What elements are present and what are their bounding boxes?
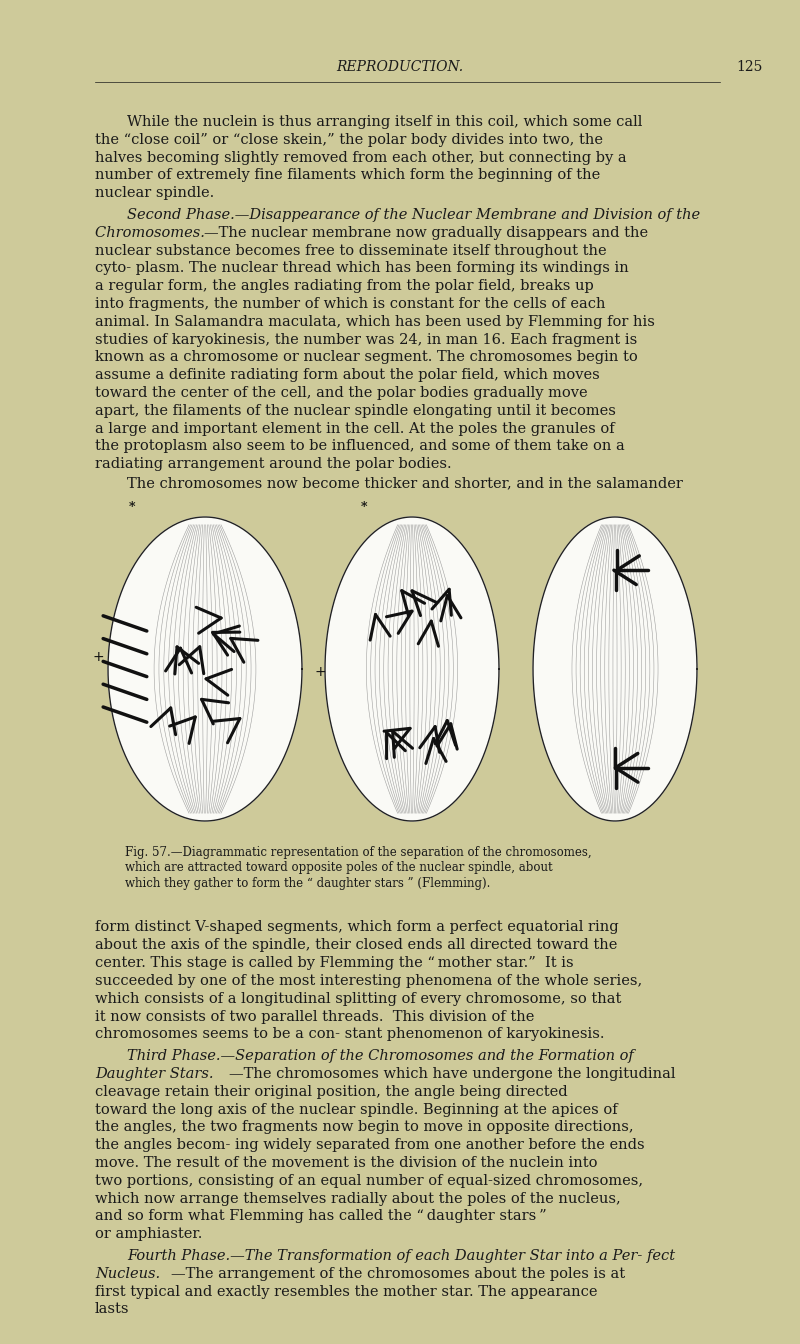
Text: radiating arrangement around the polar bodies.: radiating arrangement around the polar b… bbox=[95, 457, 452, 472]
Text: a large and important element in the cell. At the poles the granules of: a large and important element in the cel… bbox=[95, 422, 614, 435]
Text: Fourth Phase.—The Transformation of each Daughter Star into a Per- fect: Fourth Phase.—The Transformation of each… bbox=[127, 1249, 675, 1263]
Text: *: * bbox=[361, 501, 367, 513]
Text: center. This stage is called by Flemming the “ mother star.”  It is: center. This stage is called by Flemming… bbox=[95, 956, 574, 970]
Text: halves becoming slightly removed from each other, but connecting by a: halves becoming slightly removed from ea… bbox=[95, 151, 626, 164]
Text: which now arrange themselves radially about the poles of the nucleus,: which now arrange themselves radially ab… bbox=[95, 1192, 621, 1206]
Text: —The chromosomes which have undergone the longitudinal: —The chromosomes which have undergone th… bbox=[230, 1067, 676, 1081]
Text: Nucleus.: Nucleus. bbox=[95, 1266, 165, 1281]
Text: *: * bbox=[129, 501, 135, 513]
Text: chromosomes seems to be a con- stant phenomenon of karyokinesis.: chromosomes seems to be a con- stant phe… bbox=[95, 1027, 605, 1042]
Text: REPRODUCTION.: REPRODUCTION. bbox=[337, 60, 463, 74]
Text: 125: 125 bbox=[737, 60, 763, 74]
Text: +: + bbox=[93, 650, 104, 664]
Text: cleavage retain their original position, the angle being directed: cleavage retain their original position,… bbox=[95, 1085, 568, 1098]
Text: the protoplasm also seem to be influenced, and some of them take on a: the protoplasm also seem to be influence… bbox=[95, 439, 625, 453]
Text: apart, the filaments of the nuclear spindle elongating until it becomes: apart, the filaments of the nuclear spin… bbox=[95, 403, 616, 418]
Text: first typical and exactly resembles the mother star. The appearance: first typical and exactly resembles the … bbox=[95, 1285, 598, 1298]
Text: which they gather to form the “ daughter stars ” (Flemming).: which they gather to form the “ daughter… bbox=[125, 878, 490, 890]
Text: studies of karyokinesis, the number was 24, in man 16. Each fragment is: studies of karyokinesis, the number was … bbox=[95, 332, 638, 347]
Text: move. The result of the movement is the division of the nuclein into: move. The result of the movement is the … bbox=[95, 1156, 598, 1169]
Text: Daughter Stars.: Daughter Stars. bbox=[95, 1067, 218, 1081]
Text: succeeded by one of the most interesting phenomena of the whole series,: succeeded by one of the most interesting… bbox=[95, 974, 642, 988]
Text: +: + bbox=[315, 665, 326, 679]
Text: about the axis of the spindle, their closed ends all directed toward the: about the axis of the spindle, their clo… bbox=[95, 938, 618, 953]
Text: Fig. 57.—Diagrammatic representation of the separation of the chromosomes,: Fig. 57.—Diagrammatic representation of … bbox=[125, 845, 592, 859]
Text: While the nuclein is thus arranging itself in this coil, which some call: While the nuclein is thus arranging itse… bbox=[127, 116, 642, 129]
Text: or amphiaster.: or amphiaster. bbox=[95, 1227, 202, 1241]
Text: which consists of a longitudinal splitting of every chromosome, so that: which consists of a longitudinal splitti… bbox=[95, 992, 622, 1005]
Text: —The nuclear membrane now gradually disappears and the: —The nuclear membrane now gradually disa… bbox=[204, 226, 648, 239]
Polygon shape bbox=[108, 517, 302, 821]
Text: nuclear substance becomes free to disseminate itself throughout the: nuclear substance becomes free to dissem… bbox=[95, 243, 606, 258]
Text: the angles becom- ing widely separated from one another before the ends: the angles becom- ing widely separated f… bbox=[95, 1138, 645, 1152]
Text: the angles, the two fragments now begin to move in opposite directions,: the angles, the two fragments now begin … bbox=[95, 1121, 634, 1134]
Text: The chromosomes now become thicker and shorter, and in the salamander: The chromosomes now become thicker and s… bbox=[127, 476, 683, 491]
Text: into fragments, the number of which is constant for the cells of each: into fragments, the number of which is c… bbox=[95, 297, 606, 310]
Text: known as a chromosome or nuclear segment. The chromosomes begin to: known as a chromosome or nuclear segment… bbox=[95, 351, 638, 364]
Text: animal. In Salamandra maculata, which has been used by Flemming for his: animal. In Salamandra maculata, which ha… bbox=[95, 314, 655, 329]
Text: two portions, consisting of an equal number of equal-sized chromosomes,: two portions, consisting of an equal num… bbox=[95, 1173, 643, 1188]
Polygon shape bbox=[325, 517, 499, 821]
Text: assume a definite radiating form about the polar field, which moves: assume a definite radiating form about t… bbox=[95, 368, 600, 382]
Text: the “close coil” or “close skein,” the polar body divides into two, the: the “close coil” or “close skein,” the p… bbox=[95, 133, 603, 146]
Text: Second Phase.—Disappearance of the Nuclear Membrane and Division of the: Second Phase.—Disappearance of the Nucle… bbox=[127, 208, 700, 222]
Text: lasts: lasts bbox=[95, 1302, 130, 1316]
Text: it now consists of two parallel threads.  This division of the: it now consists of two parallel threads.… bbox=[95, 1009, 534, 1024]
Text: —The arrangement of the chromosomes about the poles is at: —The arrangement of the chromosomes abou… bbox=[170, 1266, 625, 1281]
Text: a regular form, the angles radiating from the polar field, breaks up: a regular form, the angles radiating fro… bbox=[95, 280, 594, 293]
Text: nuclear spindle.: nuclear spindle. bbox=[95, 187, 214, 200]
Text: toward the center of the cell, and the polar bodies gradually move: toward the center of the cell, and the p… bbox=[95, 386, 588, 401]
Text: number of extremely fine filaments which form the beginning of the: number of extremely fine filaments which… bbox=[95, 168, 600, 183]
Text: which are attracted toward opposite poles of the nuclear spindle, about: which are attracted toward opposite pole… bbox=[125, 862, 553, 875]
Text: Third Phase.—Separation of the Chromosomes and the Formation of: Third Phase.—Separation of the Chromosom… bbox=[127, 1050, 634, 1063]
Text: Chromosomes.: Chromosomes. bbox=[95, 226, 210, 239]
Text: and so form what Flemming has called the “ daughter stars ”: and so form what Flemming has called the… bbox=[95, 1210, 546, 1223]
Text: form distinct V-shaped segments, which form a perfect equatorial ring: form distinct V-shaped segments, which f… bbox=[95, 921, 618, 934]
Text: cyto- plasm. The nuclear thread which has been forming its windings in: cyto- plasm. The nuclear thread which ha… bbox=[95, 261, 629, 276]
Text: toward the long axis of the nuclear spindle. Beginning at the apices of: toward the long axis of the nuclear spin… bbox=[95, 1102, 618, 1117]
Polygon shape bbox=[533, 517, 697, 821]
